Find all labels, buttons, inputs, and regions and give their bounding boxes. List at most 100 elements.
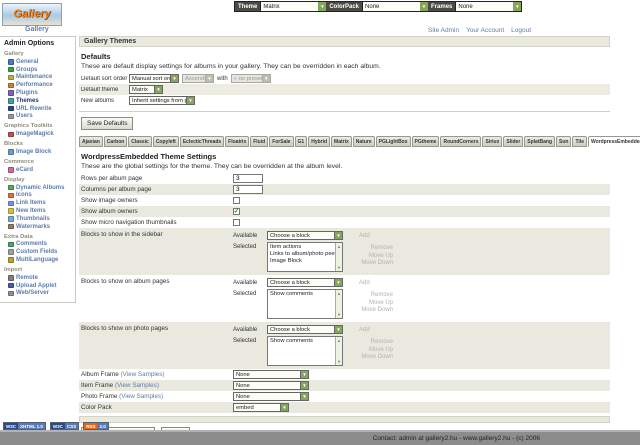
show-image-owners-checkbox[interactable]	[233, 197, 240, 204]
sidebar-item-imagemagick[interactable]: ImageMagick	[3, 130, 73, 138]
sort-direction-select[interactable]: Ascending ▼	[182, 74, 214, 83]
sidebar-item-web-server[interactable]: Web/Server	[3, 290, 73, 298]
item-frame-view-samples-link[interactable]: (View Samples)	[114, 382, 159, 389]
move-down-link[interactable]: Move Down	[361, 307, 393, 313]
tab-hybrid[interactable]: Hybrid	[308, 136, 331, 147]
color-pack-select[interactable]: embed ▼	[233, 403, 289, 412]
default-theme-select[interactable]: Matrix ▼	[129, 85, 163, 94]
css-badge[interactable]: W3C CSS	[49, 422, 80, 430]
tab-floatrix[interactable]: Floatrix	[225, 136, 250, 147]
sidebar-item-custom-fields[interactable]: Custom Fields	[3, 248, 73, 256]
blocks-sidebar-add-link[interactable]: Add	[359, 232, 370, 239]
sidebar-item-groups[interactable]: Groups	[3, 66, 73, 74]
new-albums-select[interactable]: Inherit settings from parent album ▼	[129, 96, 195, 105]
item-frame-select[interactable]: None ▼	[233, 381, 309, 390]
tab-wordpressembedded[interactable]: WordpressEmbedded	[588, 136, 640, 147]
tab-tile[interactable]: Tile	[572, 136, 587, 147]
photo-frame-view-samples-link[interactable]: (View Samples)	[119, 393, 164, 400]
sidebar-item-url-rewrite[interactable]: URL Rewrite	[3, 105, 73, 113]
tab-copyleft[interactable]: Copyleft	[152, 136, 179, 147]
sidebar-item-link-items[interactable]: Link Items	[3, 199, 73, 207]
tab-ajaxian[interactable]: Ajaxian	[79, 136, 103, 147]
site-admin-link[interactable]: Site Admin	[428, 27, 460, 34]
tab-roundcorners[interactable]: RoundCorners	[440, 136, 482, 147]
tab-classic[interactable]: Classic	[128, 136, 152, 147]
tab-forsale[interactable]: ForSale	[269, 136, 294, 147]
sidebar-item-thumbnails[interactable]: Thumbnails	[3, 215, 73, 223]
photo-frame-select[interactable]: None ▼	[233, 392, 309, 401]
sidebar-item-remote[interactable]: Remote	[3, 274, 73, 282]
tab-nature[interactable]: Nature	[352, 136, 375, 147]
tab-carbon[interactable]: Carbon	[103, 136, 128, 147]
gallery-logo[interactable]: Gallery	[2, 3, 62, 26]
tab-eclecticthreads[interactable]: EclecticThreads	[179, 136, 225, 147]
blocks-album-add-link[interactable]: Add	[359, 279, 370, 286]
rss-badge[interactable]: RSS 2.0	[83, 422, 109, 430]
sidebar-item-dynamic-albums[interactable]: Dynamic Albums	[3, 184, 73, 192]
sidebar-item-watermarks[interactable]: Watermarks	[3, 223, 73, 231]
tab-siriux[interactable]: Siriux	[482, 136, 503, 147]
sidebar-item-multilanguage[interactable]: MultiLanguage	[3, 256, 73, 264]
sidebar-item-general[interactable]: General	[3, 58, 73, 66]
list-item[interactable]: Links to album/photo peers	[270, 250, 340, 257]
sidebar-item-users[interactable]: Users	[3, 113, 73, 121]
move-up-link[interactable]: Move Up	[368, 346, 393, 353]
tab-splatbang[interactable]: SplatBang	[524, 136, 556, 147]
list-item[interactable]: Show comments	[270, 338, 313, 344]
breadcrumb[interactable]: Gallery	[25, 26, 49, 33]
blocks-album-selected-list[interactable]: Show comments ▲ ▼	[267, 289, 343, 319]
sidebar-item-comments[interactable]: Comments	[3, 241, 73, 249]
sidebar-item-performance[interactable]: Performance	[3, 81, 73, 89]
album-frame-select[interactable]: None ▼	[233, 370, 309, 379]
scrollbar[interactable]: ▲ ▼	[335, 290, 342, 318]
sidebar-item-image-block[interactable]: Image Block	[3, 148, 73, 156]
blocks-sidebar-selected-list[interactable]: Item actions Links to album/photo peers …	[267, 242, 343, 272]
list-item[interactable]: Show comments	[270, 291, 313, 297]
album-frame-view-samples-link[interactable]: (View Samples)	[120, 371, 165, 378]
sidebar-item-icons[interactable]: Icons	[3, 192, 73, 200]
move-up-link[interactable]: Move Up	[368, 299, 393, 306]
blocks-photo-selected-list[interactable]: Show comments ▲ ▼	[267, 336, 343, 366]
theme-select[interactable]: Matrix ▼	[260, 2, 327, 11]
tab-pglightbox[interactable]: PGLightBox	[375, 136, 411, 147]
tab-g1[interactable]: G1	[294, 136, 308, 147]
move-up-link[interactable]: Move Up	[368, 252, 393, 259]
sidebar-item-new-items[interactable]: New Items	[3, 207, 73, 215]
sidebar-item-themes[interactable]: Themes	[3, 97, 73, 105]
main-content: Gallery Themes Defaults These are defaul…	[79, 36, 640, 440]
remove-link[interactable]: Remove	[370, 245, 393, 251]
remove-link[interactable]: Remove	[370, 339, 393, 345]
frames-select[interactable]: None ▼	[455, 2, 522, 11]
sort-preset-select[interactable]: « no preset » ▼	[230, 74, 271, 83]
move-down-link[interactable]: Move Down	[361, 260, 393, 266]
tab-slider[interactable]: Slider	[503, 136, 524, 147]
tab-fluid[interactable]: Fluid	[250, 136, 269, 147]
save-defaults-button[interactable]: Save Defaults	[81, 117, 134, 130]
move-down-link[interactable]: Move Down	[361, 354, 393, 360]
colorpack-select[interactable]: None ▼	[362, 2, 429, 11]
default-sort-order-select[interactable]: Manual sort order ▼	[129, 74, 179, 83]
logout-link[interactable]: Logout	[511, 27, 532, 34]
remove-link[interactable]: Remove	[370, 292, 393, 298]
blocks-photo-add-link[interactable]: Add	[359, 326, 370, 333]
list-item[interactable]: Item actions	[270, 244, 302, 250]
tab-sun[interactable]: Sun	[556, 136, 572, 147]
blocks-photo-available-select[interactable]: Choose a block ▼	[267, 325, 343, 334]
xhtml-badge[interactable]: W3C XHTML 1.0	[3, 422, 46, 430]
show-album-owners-checkbox[interactable]: ✓	[233, 208, 240, 215]
your-account-link[interactable]: Your Account	[466, 27, 505, 34]
tab-matrix[interactable]: Matrix	[331, 136, 352, 147]
show-micro-thumbs-checkbox[interactable]	[233, 219, 240, 226]
rows-per-page-input[interactable]	[233, 174, 263, 183]
sidebar-item-upload-applet[interactable]: Upload Applet	[3, 282, 73, 290]
blocks-album-available-select[interactable]: Choose a block ▼	[267, 278, 343, 287]
blocks-sidebar-available-select[interactable]: Choose a block ▼	[267, 231, 343, 240]
cols-per-page-input[interactable]	[233, 185, 263, 194]
sidebar-item-plugins[interactable]: Plugins	[3, 89, 73, 97]
scrollbar[interactable]: ▲ ▼	[335, 243, 342, 271]
sidebar-item-ecard[interactable]: eCard	[3, 166, 73, 174]
scrollbar[interactable]: ▲ ▼	[335, 337, 342, 365]
sidebar-item-maintenance[interactable]: Maintenance	[3, 74, 73, 82]
tab-pgtheme[interactable]: PGtheme	[411, 136, 440, 147]
list-item[interactable]: Image Block	[270, 257, 302, 264]
